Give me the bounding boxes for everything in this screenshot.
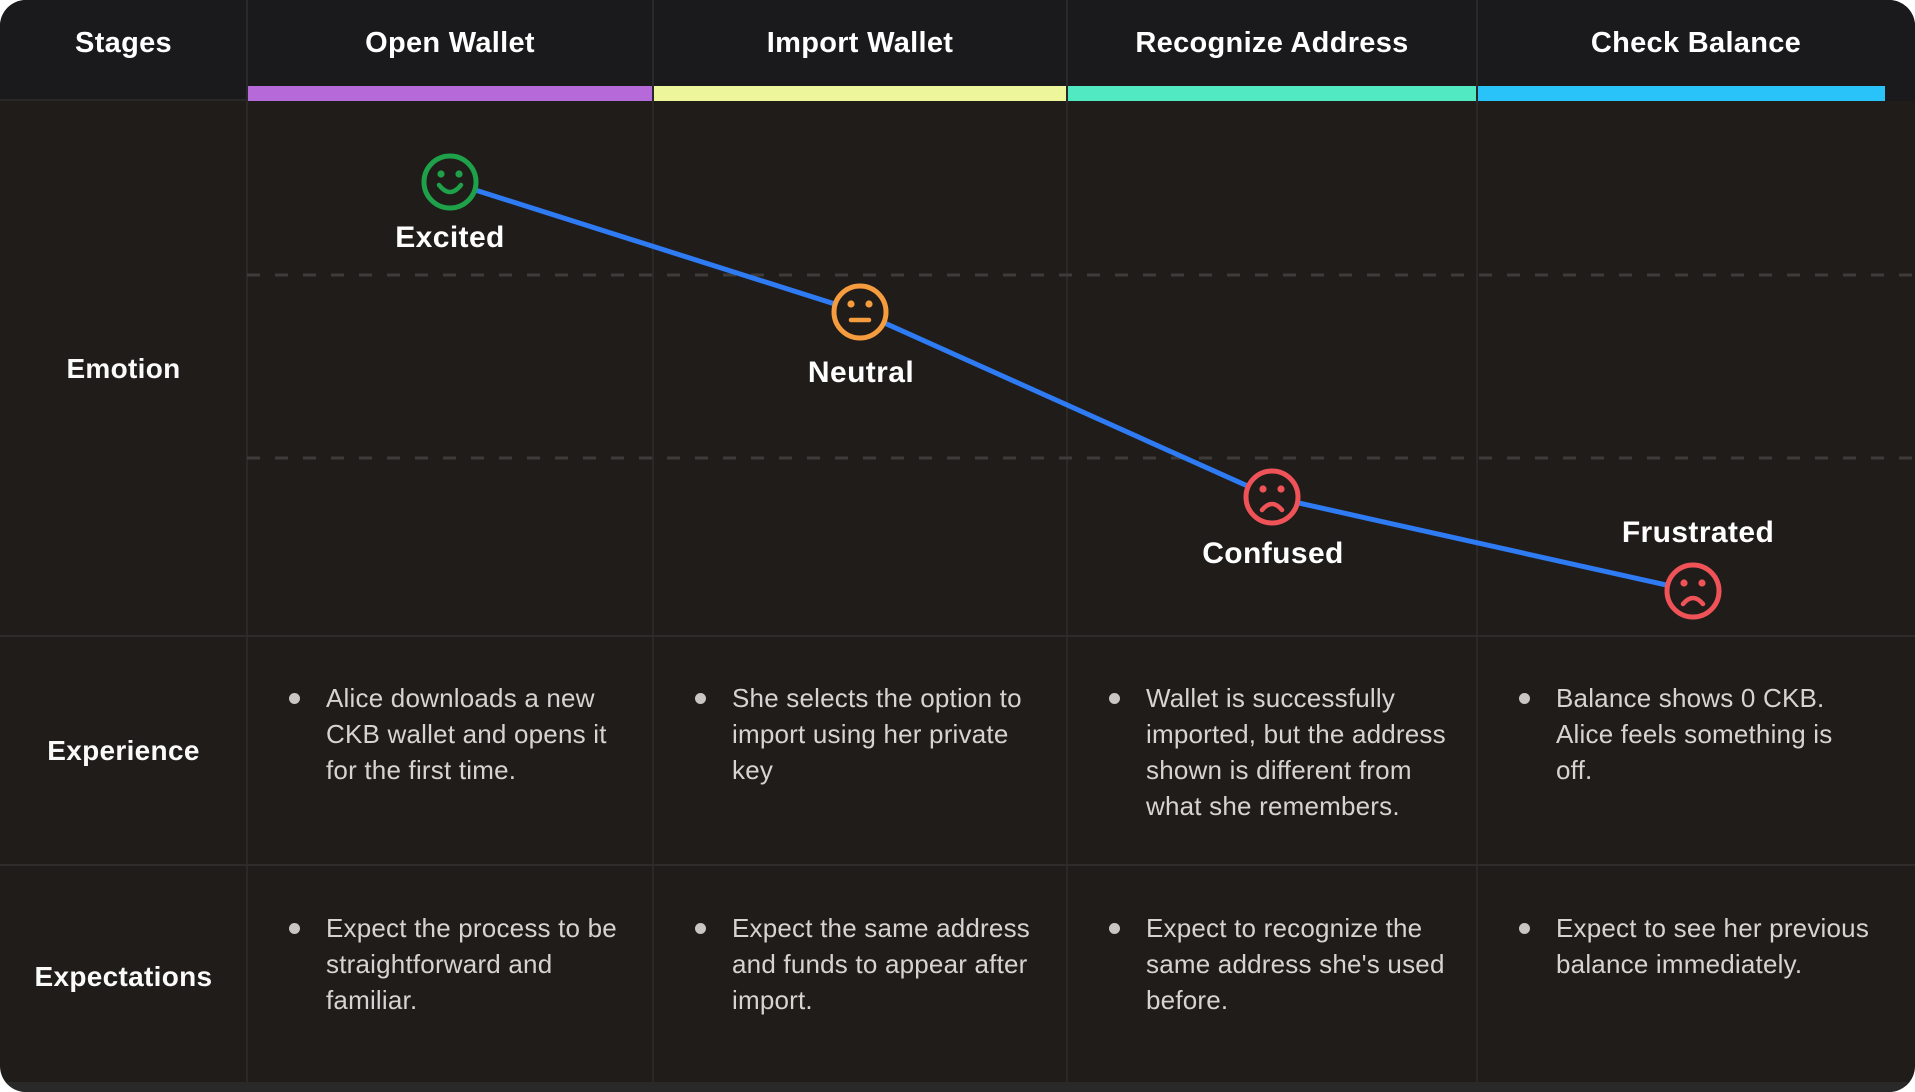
stage-bar-import-wallet bbox=[653, 86, 1067, 101]
row-divider-experience-expectations bbox=[0, 864, 1915, 866]
neutral-face-icon bbox=[831, 283, 889, 341]
experience-cell-open-wallet: Alice downloads a new CKB wallet and ope… bbox=[247, 636, 653, 866]
column-divider-2 bbox=[652, 0, 654, 1082]
expectations-text-open-wallet: Expect the process to be straightforward… bbox=[326, 913, 617, 1015]
stage-color-bar bbox=[0, 86, 1915, 101]
emotion-label-frustrated: Frustrated bbox=[1621, 516, 1775, 549]
expectations-text-import-wallet: Expect the same address and funds to app… bbox=[732, 913, 1030, 1015]
experience-text-check-balance: Balance shows 0 CKB. Alice feels somethi… bbox=[1556, 683, 1833, 785]
stage-bar-open-wallet bbox=[247, 86, 653, 101]
expectations-row: Expectations Expect the process to be st… bbox=[0, 866, 1915, 1087]
bullet-icon bbox=[1109, 923, 1120, 934]
bullet-icon bbox=[1519, 923, 1530, 934]
emotion-label-confused: Confused bbox=[1202, 537, 1344, 570]
bullet-icon bbox=[695, 923, 706, 934]
excited-face-icon bbox=[421, 153, 479, 211]
stage-bar-right-gap bbox=[1885, 86, 1915, 101]
expectations-text-recognize-address: Expect to recognize the same address she… bbox=[1146, 913, 1445, 1015]
stage-header-recognize-address: Recognize Address bbox=[1135, 26, 1409, 59]
stage-header-open-wallet: Open Wallet bbox=[365, 26, 535, 59]
column-divider-3 bbox=[1066, 0, 1068, 1082]
stage-bar-spacer bbox=[0, 86, 247, 101]
experience-cell-recognize-address: Wallet is successfully imported, but the… bbox=[1067, 636, 1477, 866]
experience-cell-import-wallet: She selects the option to import using h… bbox=[653, 636, 1067, 866]
emotion-trend-line bbox=[447, 179, 1696, 594]
stage-header-import-wallet: Import Wallet bbox=[766, 26, 954, 59]
bullet-icon bbox=[289, 693, 300, 704]
experience-row-label: Experience bbox=[47, 735, 200, 766]
expectations-cell-check-balance: Expect to see her previous balance immed… bbox=[1477, 866, 1915, 1087]
emotion-journey-chart bbox=[247, 153, 1915, 620]
horizontal-scrollbar-track[interactable] bbox=[0, 1082, 1915, 1092]
bullet-icon bbox=[1519, 693, 1530, 704]
experience-cell-check-balance: Balance shows 0 CKB. Alice feels somethi… bbox=[1477, 636, 1915, 866]
column-divider-1 bbox=[246, 0, 248, 1082]
expectations-row-label-cell: Expectations bbox=[0, 866, 247, 1087]
stage-bar-recognize-address bbox=[1067, 86, 1477, 101]
bullet-icon bbox=[289, 923, 300, 934]
emotion-row: Emotion bbox=[0, 101, 1915, 636]
stage-header-check-balance: Check Balance bbox=[1590, 26, 1802, 59]
experience-text-open-wallet: Alice downloads a new CKB wallet and ope… bbox=[326, 683, 607, 785]
experience-text-import-wallet: She selects the option to import using h… bbox=[732, 683, 1022, 785]
confused-face-icon bbox=[1243, 468, 1301, 526]
expectations-cell-recognize-address: Expect to recognize the same address she… bbox=[1067, 866, 1477, 1087]
expectations-text-check-balance: Expect to see her previous balance immed… bbox=[1556, 913, 1870, 979]
emotion-label-excited: Excited bbox=[395, 221, 505, 254]
emotion-label-neutral: Neutral bbox=[807, 356, 915, 389]
expectations-cell-open-wallet: Expect the process to be straightforward… bbox=[247, 866, 653, 1087]
experience-row: Experience Alice downloads a new CKB wal… bbox=[0, 636, 1915, 866]
emotion-row-label-cell: Emotion bbox=[0, 101, 247, 636]
stages-header-label: Stages bbox=[75, 26, 172, 59]
bullet-icon bbox=[695, 693, 706, 704]
emotion-row-label: Emotion bbox=[66, 352, 181, 384]
expectations-cell-import-wallet: Expect the same address and funds to app… bbox=[653, 866, 1067, 1087]
experience-text-recognize-address: Wallet is successfully imported, but the… bbox=[1146, 683, 1446, 821]
expectations-row-label: Expectations bbox=[34, 960, 213, 992]
frustrated-face-icon bbox=[1664, 562, 1722, 620]
bullet-icon bbox=[1109, 693, 1120, 704]
stage-bar-check-balance bbox=[1477, 86, 1885, 101]
stages-header-row: Stages Open Wallet Import Wallet Recogni… bbox=[0, 0, 1915, 86]
experience-row-label-cell: Experience bbox=[0, 636, 247, 866]
row-divider-emotion-experience bbox=[0, 635, 1915, 637]
